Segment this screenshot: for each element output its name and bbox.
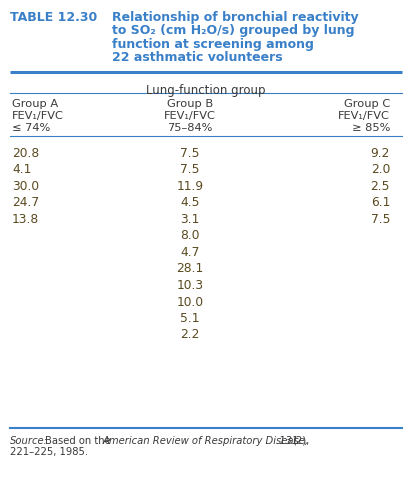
Text: (2),: (2), bbox=[292, 435, 309, 445]
Text: TABLE 12.30: TABLE 12.30 bbox=[10, 11, 97, 24]
Text: 4.1: 4.1 bbox=[12, 163, 31, 176]
Text: 8.0: 8.0 bbox=[180, 229, 200, 242]
Text: Group C: Group C bbox=[344, 99, 390, 109]
Text: 2.0: 2.0 bbox=[371, 163, 390, 176]
Text: 7.5: 7.5 bbox=[370, 213, 390, 226]
Text: 10.3: 10.3 bbox=[176, 278, 204, 291]
Text: 221–225, 1985.: 221–225, 1985. bbox=[10, 446, 88, 456]
Text: 22 asthmatic volunteers: 22 asthmatic volunteers bbox=[112, 51, 283, 64]
Text: 28.1: 28.1 bbox=[176, 262, 204, 275]
Text: 2.2: 2.2 bbox=[180, 328, 200, 341]
Text: 10.0: 10.0 bbox=[176, 295, 204, 308]
Text: function at screening among: function at screening among bbox=[112, 38, 314, 51]
Text: 24.7: 24.7 bbox=[12, 196, 39, 209]
Text: Source:: Source: bbox=[10, 435, 48, 445]
Text: 4.7: 4.7 bbox=[180, 245, 200, 258]
Text: 7.5: 7.5 bbox=[180, 163, 200, 176]
Text: 13.8: 13.8 bbox=[12, 213, 39, 226]
Text: 4.5: 4.5 bbox=[180, 196, 200, 209]
Text: 9.2: 9.2 bbox=[371, 147, 390, 160]
Text: 11.9: 11.9 bbox=[176, 180, 204, 192]
Text: ≤ 74%: ≤ 74% bbox=[12, 123, 50, 133]
Text: FEV₁/FVC: FEV₁/FVC bbox=[164, 111, 216, 121]
Text: 6.1: 6.1 bbox=[371, 196, 390, 209]
Text: Based on the: Based on the bbox=[45, 435, 115, 445]
Text: 20.8: 20.8 bbox=[12, 147, 39, 160]
Text: FEV₁/FVC: FEV₁/FVC bbox=[12, 111, 64, 121]
Text: Group B: Group B bbox=[167, 99, 213, 109]
Text: to SO₂ (cm H₂O/s) grouped by lung: to SO₂ (cm H₂O/s) grouped by lung bbox=[112, 24, 354, 37]
Text: American Review of Respiratory Disease,: American Review of Respiratory Disease, bbox=[103, 435, 309, 445]
Text: ≥ 85%: ≥ 85% bbox=[351, 123, 390, 133]
Text: 2.5: 2.5 bbox=[370, 180, 390, 192]
Text: 7.5: 7.5 bbox=[180, 147, 200, 160]
Text: 5.1: 5.1 bbox=[180, 312, 200, 324]
Text: 131: 131 bbox=[276, 435, 298, 445]
Text: 75–84%: 75–84% bbox=[167, 123, 213, 133]
Text: 30.0: 30.0 bbox=[12, 180, 39, 192]
Text: Relationship of bronchial reactivity: Relationship of bronchial reactivity bbox=[112, 11, 358, 24]
Text: Group A: Group A bbox=[12, 99, 58, 109]
Text: 3.1: 3.1 bbox=[180, 213, 200, 226]
Text: FEV₁/FVC: FEV₁/FVC bbox=[338, 111, 390, 121]
Text: Lung-function group: Lung-function group bbox=[146, 84, 266, 97]
